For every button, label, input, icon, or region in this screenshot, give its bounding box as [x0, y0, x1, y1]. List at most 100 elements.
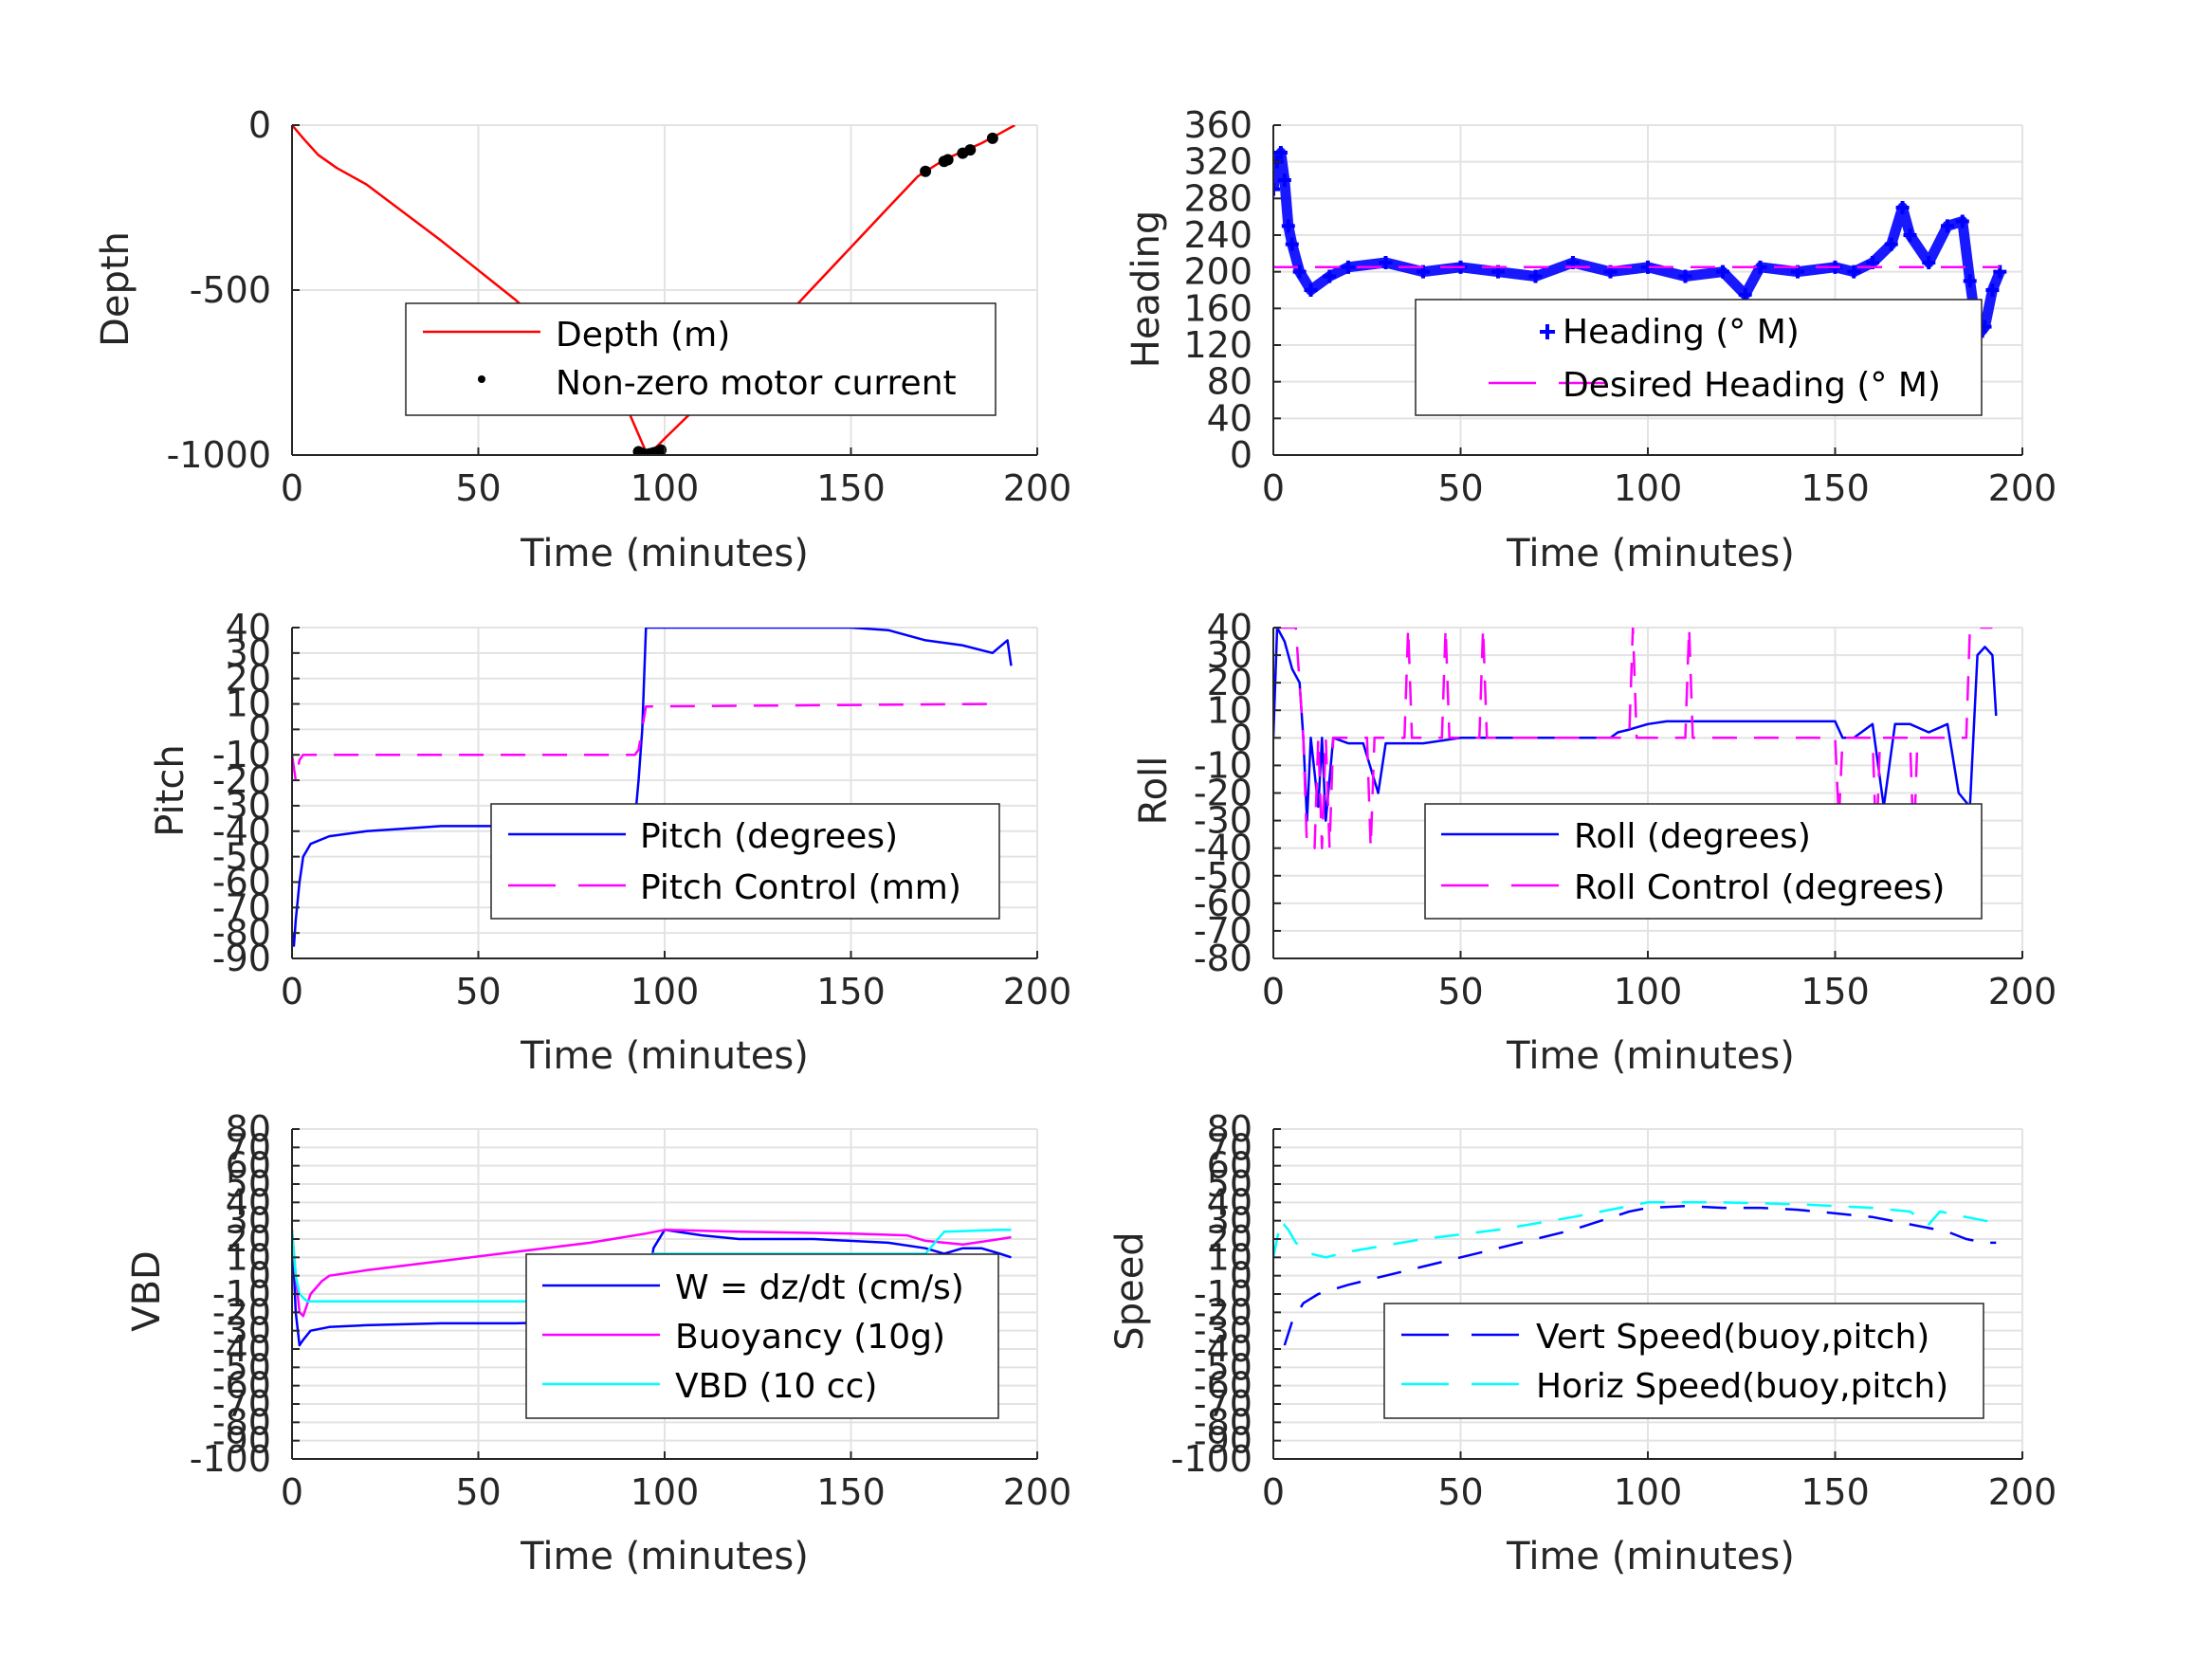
data-point [1273, 146, 1288, 159]
ylabel-pitch: Pitch [149, 744, 192, 836]
legend-pitch-entry-1: Pitch (degrees) [640, 817, 898, 856]
tick-label-x: 150 [1801, 467, 1870, 509]
legend-roll-entry-1: Roll (degrees) [1574, 817, 1811, 856]
data-point [1678, 269, 1692, 283]
data-point [1955, 214, 1969, 228]
xlabel-heading: Time (minutes) [1506, 532, 1795, 575]
tick-label-y: 0 [1230, 434, 1252, 476]
data-point [1281, 219, 1295, 233]
tick-label-y: 20 [226, 658, 271, 700]
tick-label-y: -80 [1194, 1401, 1252, 1443]
tick-label-y: -50 [212, 836, 271, 878]
legend-marker [1540, 324, 1555, 339]
tick-label-y: -60 [1194, 883, 1252, 924]
tick-label-y: 40 [226, 607, 271, 648]
tick-label-y: -20 [1194, 1291, 1252, 1333]
tick-label-x: 50 [1437, 971, 1483, 1012]
data-point [1342, 260, 1355, 274]
tick-label-y: -90 [212, 1420, 271, 1462]
series-line-speed-1 [1273, 1201, 1997, 1259]
tick-label-y: -90 [212, 938, 271, 979]
tick-label-y: 0 [248, 1255, 271, 1297]
data-point [1379, 256, 1393, 269]
tick-label-y: 50 [226, 1163, 271, 1205]
data-point [1716, 264, 1729, 279]
legend-box-depth [405, 302, 996, 416]
tick-label-x: 100 [631, 1471, 700, 1513]
tick-label-y: -60 [212, 1365, 271, 1407]
tick-label-y: 60 [226, 1145, 271, 1187]
data-point [1323, 269, 1337, 283]
tick-label-y: 0 [248, 708, 271, 750]
tick-label-x: 100 [1614, 1471, 1683, 1513]
data-point [941, 154, 954, 166]
tick-label-x: 0 [281, 1471, 303, 1513]
tick-label-x: 0 [281, 971, 303, 1012]
legend-heading-entry-1: Heading (° M) [1563, 313, 1800, 352]
tick-label-y: 20 [226, 1218, 271, 1260]
data-point [1903, 228, 1917, 242]
data-point [964, 144, 977, 156]
tick-label-y: 70 [226, 1126, 271, 1168]
tick-label-x: 50 [455, 467, 501, 509]
data-point [1273, 182, 1280, 196]
tick-label-x: 0 [1262, 467, 1285, 509]
tick-label-x: 100 [1614, 467, 1683, 509]
tick-label-y: 60 [1207, 1145, 1252, 1187]
tick-label-y: -40 [1194, 1328, 1252, 1370]
tick-label-y: -80 [1194, 938, 1252, 979]
tick-label-y: 30 [1207, 634, 1252, 676]
tick-label-y: 0 [1230, 1255, 1252, 1297]
tick-label-y: 10 [226, 1236, 271, 1278]
tick-label-y: -70 [1194, 1383, 1252, 1425]
tick-label-y: -40 [212, 811, 271, 852]
data-point [1292, 264, 1307, 279]
tick-label-y: -80 [212, 1401, 271, 1443]
data-point [1963, 274, 1977, 288]
tick-label-y: -70 [1194, 910, 1252, 952]
tick-label-y: -20 [212, 759, 271, 801]
tick-label-y: 0 [248, 104, 271, 146]
tick-label-y: -60 [212, 861, 271, 902]
tick-label-y: 280 [1183, 177, 1252, 219]
legend-vbd-entry-3: VBD (10 cc) [675, 1367, 877, 1406]
chart-depth: 0 50 100 150 200 -1000 -500 0 [167, 104, 1072, 509]
tick-label-y: 50 [1207, 1163, 1252, 1205]
series-line-pitch-1 [292, 702, 1000, 782]
tick-label-y: 30 [226, 632, 271, 674]
data-point [1941, 219, 1954, 233]
legend-roll-entry-2: Roll Control (degrees) [1574, 868, 1945, 907]
tick-label-y: 360 [1183, 104, 1252, 146]
tick-label-y: 30 [1207, 1200, 1252, 1242]
tick-label-y: -10 [212, 734, 271, 775]
tick-label-y: -50 [1194, 855, 1252, 897]
series-line-vbd-1 [292, 1229, 1012, 1318]
tick-label-x: 200 [1003, 971, 1072, 1012]
ylabel-heading: Heading [1124, 210, 1168, 368]
tick-label-x: 50 [1437, 467, 1483, 509]
tick-label-y: 80 [1207, 361, 1252, 403]
tick-label-y: -50 [1194, 1346, 1252, 1388]
tick-label-y: -90 [1194, 1420, 1252, 1462]
tick-label-y: 20 [1207, 1218, 1252, 1260]
data-point [1985, 283, 2000, 297]
tick-label-y: -100 [1171, 1438, 1252, 1480]
series-line-roll-0 [1273, 628, 1998, 822]
data-point [1922, 256, 1936, 269]
xlabel-pitch: Time (minutes) [520, 1034, 809, 1078]
tick-label-y: 160 [1183, 287, 1252, 329]
tick-label-y: -20 [1194, 773, 1252, 814]
tick-label-y: -40 [212, 1328, 271, 1370]
legend-pitch-entry-2: Pitch Control (mm) [640, 868, 961, 907]
data-point [1304, 283, 1318, 297]
xlabel-roll: Time (minutes) [1506, 1034, 1795, 1078]
ylabel-speed: Speed [1108, 1231, 1152, 1350]
tick-label-y: 40 [1207, 397, 1252, 439]
tick-label-y: 240 [1183, 214, 1252, 256]
data-point [1277, 173, 1291, 187]
tick-label-y: 200 [1183, 251, 1252, 293]
tick-label-y: -30 [1194, 1310, 1252, 1352]
chart-speed: 0 50 100 150 200-100-90-80-70-60-50-40-30-20… [1171, 1108, 2057, 1513]
ylabel-vbd: VBD [125, 1250, 169, 1332]
